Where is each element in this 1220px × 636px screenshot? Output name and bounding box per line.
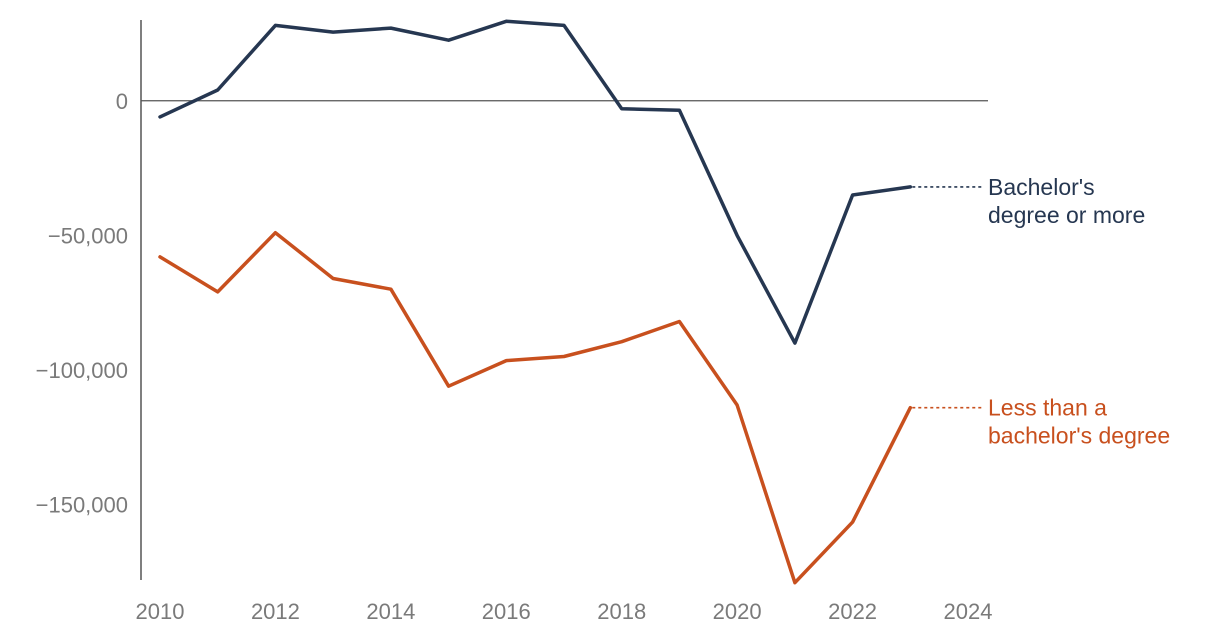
y-tick-label: −100,000	[36, 358, 128, 383]
x-tick-label: 2018	[597, 599, 646, 624]
x-tick-label: 2010	[136, 599, 185, 624]
y-tick-labels: 0 −50,000 −100,000 −150,000	[36, 89, 128, 518]
series-label-bachelors-or-more: degree or more	[988, 202, 1145, 228]
y-tick-label: −150,000	[36, 493, 128, 518]
x-tick-label: 2016	[482, 599, 531, 624]
x-tick-label: 2014	[366, 599, 415, 624]
axes	[140, 20, 988, 580]
series-line-less-than-bachelors	[158, 230, 913, 585]
x-tick-label: 2022	[828, 599, 877, 624]
y-tick-label: −50,000	[48, 223, 128, 248]
x-tick-labels: 2010 2012 2014 2016 2018 2020 2022 2024	[136, 599, 993, 624]
x-tick-label: 2024	[944, 599, 993, 624]
series-label-less-than-bachelors: Less than a	[988, 395, 1107, 421]
x-tick-label: 2020	[713, 599, 762, 624]
y-tick-label: 0	[116, 89, 128, 114]
x-tick-label: 2012	[251, 599, 300, 624]
series-lines	[158, 19, 913, 585]
series-label-less-than-bachelors: bachelor's degree	[988, 423, 1170, 449]
series-line-bachelors-or-more	[158, 19, 913, 345]
series-label-bachelors-or-more: Bachelor's	[988, 174, 1095, 200]
